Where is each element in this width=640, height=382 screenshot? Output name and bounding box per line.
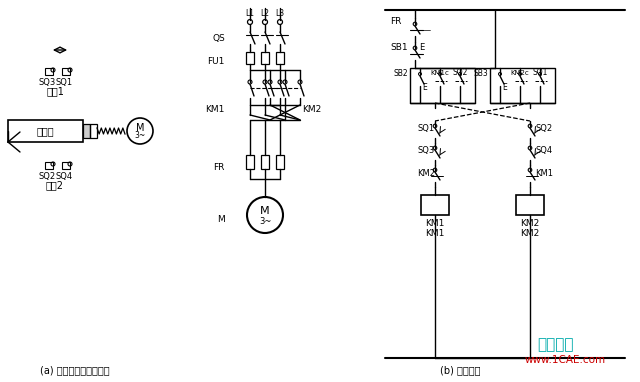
- Bar: [62, 162, 70, 169]
- Bar: [45, 162, 53, 169]
- Text: 工作台: 工作台: [36, 126, 54, 136]
- Text: FR: FR: [214, 162, 225, 172]
- Text: SQ3: SQ3: [38, 78, 56, 86]
- Bar: [246, 155, 254, 169]
- Text: L3: L3: [275, 10, 285, 18]
- Text: SQ1: SQ1: [56, 78, 72, 86]
- Text: KM2: KM2: [520, 220, 540, 228]
- Text: KM1c: KM1c: [431, 70, 449, 76]
- Bar: [516, 195, 544, 215]
- Text: SQ1: SQ1: [417, 125, 434, 133]
- Bar: [261, 155, 269, 169]
- Text: KM1: KM1: [426, 230, 445, 238]
- Text: KM2c: KM2c: [511, 70, 529, 76]
- Bar: [62, 68, 70, 75]
- Bar: [83, 124, 90, 138]
- Text: SQ3: SQ3: [417, 147, 435, 155]
- Text: KM2: KM2: [520, 230, 540, 238]
- Text: SQ1: SQ1: [532, 68, 548, 78]
- Text: E: E: [419, 42, 424, 52]
- Text: www.1CAE.com: www.1CAE.com: [524, 355, 605, 365]
- Text: KM1: KM1: [426, 220, 445, 228]
- Text: (a) 工作自动循环示意图: (a) 工作自动循环示意图: [40, 365, 110, 375]
- Text: M: M: [136, 123, 144, 133]
- Text: (b) 控制线路: (b) 控制线路: [440, 365, 480, 375]
- Text: E: E: [422, 84, 427, 92]
- Text: SQ4: SQ4: [535, 147, 552, 155]
- Text: KM2: KM2: [417, 168, 435, 178]
- Bar: [246, 52, 254, 64]
- Bar: [45, 68, 53, 75]
- Text: SB3: SB3: [473, 68, 488, 78]
- Bar: [276, 155, 284, 169]
- Bar: [421, 195, 449, 215]
- Text: SB2: SB2: [394, 68, 408, 78]
- Text: M: M: [217, 215, 225, 225]
- Bar: [410, 68, 475, 103]
- Bar: [261, 52, 269, 64]
- Text: QS: QS: [212, 34, 225, 42]
- Text: M: M: [260, 206, 270, 216]
- Text: KM2: KM2: [302, 105, 321, 115]
- Bar: [276, 52, 284, 64]
- Text: FU1: FU1: [207, 58, 225, 66]
- Text: 位置2: 位置2: [46, 180, 64, 190]
- Text: SQ2: SQ2: [452, 68, 468, 78]
- Text: L2: L2: [260, 10, 269, 18]
- Text: KM1: KM1: [205, 105, 225, 115]
- Text: 3~: 3~: [259, 217, 271, 225]
- Text: E: E: [502, 84, 507, 92]
- Text: 3~: 3~: [134, 131, 146, 141]
- Bar: [490, 68, 555, 103]
- Text: KM1: KM1: [535, 168, 553, 178]
- Text: SB1: SB1: [390, 44, 408, 52]
- Bar: [90, 124, 97, 138]
- Bar: [8, 120, 83, 142]
- Text: 仿真在线: 仿真在线: [537, 338, 573, 353]
- Text: SQ2: SQ2: [38, 172, 56, 181]
- Text: 位置1: 位置1: [46, 86, 64, 96]
- Text: L1: L1: [246, 10, 255, 18]
- Text: SQ4: SQ4: [56, 172, 72, 181]
- Text: FR: FR: [390, 18, 401, 26]
- Text: SQ2: SQ2: [535, 125, 552, 133]
